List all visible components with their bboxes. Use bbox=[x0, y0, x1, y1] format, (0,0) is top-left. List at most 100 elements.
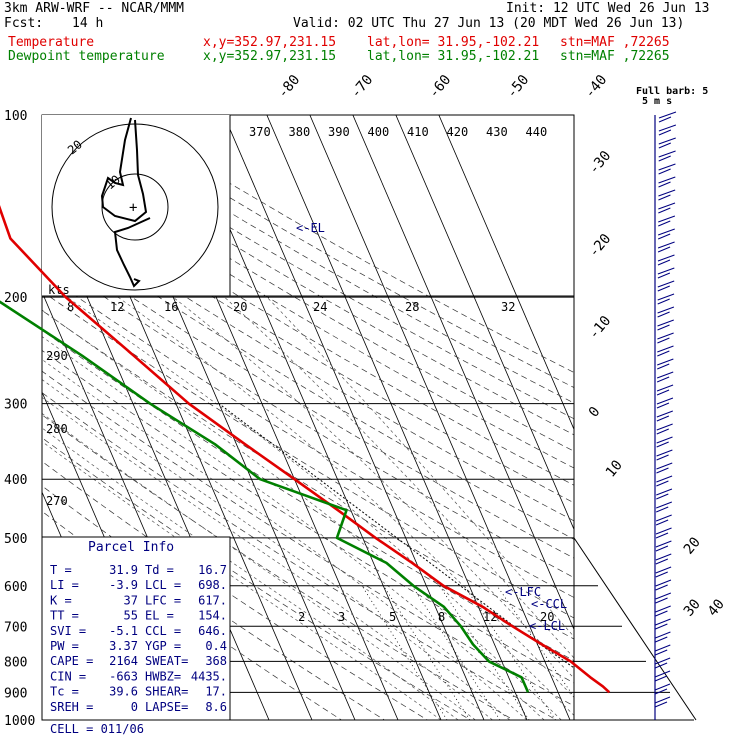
wind-barb bbox=[657, 306, 675, 318]
pressure-tick-label: 600 bbox=[4, 580, 27, 595]
wind-barb bbox=[656, 475, 673, 487]
latlon-green: lat,lon= 31.95,-102.21 bbox=[367, 49, 540, 64]
parcel-key: LFC = bbox=[145, 593, 181, 607]
parcel-value: 39.6 bbox=[109, 685, 138, 699]
station-red: stn=MAF ,72265 bbox=[560, 35, 670, 50]
wind-barb bbox=[656, 384, 674, 396]
parcel-key: Tc = bbox=[50, 685, 79, 699]
wind-barb bbox=[656, 410, 673, 422]
isotherm-label: -60 bbox=[426, 72, 455, 102]
wind-barb bbox=[655, 644, 671, 656]
pressure-tick-label: 500 bbox=[4, 532, 27, 547]
forecast-label: Fcst: bbox=[4, 16, 44, 31]
isotherm-label: 40 bbox=[705, 596, 728, 619]
temperature-legend: Temperature bbox=[8, 35, 95, 50]
parcel-value: 55 bbox=[124, 609, 138, 623]
pressure-tick-label: 200 bbox=[4, 291, 27, 306]
wind-barb bbox=[654, 657, 671, 669]
hodograph-speed-label: 12 bbox=[110, 300, 124, 314]
isotherm-label: -70 bbox=[348, 72, 377, 102]
isotherm-label: 10 bbox=[603, 457, 626, 480]
dry-adiabat-line bbox=[42, 123, 574, 436]
wind-barb bbox=[656, 397, 674, 409]
wind-barb bbox=[656, 423, 673, 435]
mixing-ratio-line bbox=[361, 585, 448, 720]
parcel-key: SWEAT= bbox=[145, 654, 188, 668]
moist-adiabat-line bbox=[172, 296, 574, 679]
parcel-key: CCL = bbox=[145, 624, 181, 638]
wind-barb bbox=[657, 345, 674, 357]
wind-barb bbox=[658, 163, 676, 175]
wind-barb bbox=[657, 293, 675, 305]
dry-adiabat-line bbox=[95, 115, 574, 388]
wind-barb bbox=[657, 228, 675, 240]
isotherm-line bbox=[438, 115, 574, 431]
wind-barb bbox=[655, 566, 672, 578]
level-annotation: <-CCL bbox=[531, 597, 567, 611]
isotherm-line bbox=[309, 115, 571, 720]
lower-frame-edge bbox=[573, 537, 697, 721]
wind-barb bbox=[655, 618, 671, 630]
parcel-key: LCL = bbox=[145, 578, 181, 592]
moist-adiabat-line bbox=[42, 396, 493, 720]
wind-barb bbox=[654, 683, 671, 695]
isotherm-label: -40 bbox=[582, 72, 611, 102]
wind-barb bbox=[658, 124, 677, 136]
wind-barb bbox=[658, 150, 676, 162]
parcel-key: LAPSE= bbox=[145, 700, 188, 714]
wind-barb bbox=[655, 605, 671, 617]
wind-barb bbox=[657, 254, 675, 266]
theta-label: 290 bbox=[46, 349, 68, 363]
hodograph-speed-label: 32 bbox=[501, 300, 515, 314]
wind-legend-line1: Full barb: 5 bbox=[636, 86, 708, 97]
parcel-value: -3.9 bbox=[109, 578, 138, 592]
wind-barb bbox=[658, 202, 676, 214]
forecast-hour: 14 h bbox=[72, 16, 104, 31]
parcel-value: 8.6 bbox=[205, 700, 227, 714]
wind-barb bbox=[657, 241, 675, 253]
wind-barb bbox=[656, 462, 673, 474]
parcel-key: K = bbox=[50, 593, 72, 607]
parcel-key: PW = bbox=[50, 639, 79, 653]
parcel-value: -5.1 bbox=[109, 624, 138, 638]
isotherm-label: -50 bbox=[504, 72, 533, 102]
wind-barb bbox=[658, 189, 676, 201]
dry-adiabat-line bbox=[42, 253, 574, 579]
theta-e-label: 430 bbox=[486, 125, 508, 139]
parcel-value: 0.4 bbox=[205, 639, 227, 653]
parcel-key: SVI = bbox=[50, 624, 86, 638]
dry-adiabat-line bbox=[42, 138, 574, 452]
dry-adiabat-line bbox=[42, 169, 574, 486]
parcel-cell: CELL = 011/06 bbox=[50, 722, 144, 736]
moist-adiabat-line bbox=[42, 359, 528, 720]
level-annotation: <-LFC bbox=[505, 585, 541, 599]
pressure-tick-label: 300 bbox=[4, 398, 27, 413]
level-annotation: <-EL bbox=[296, 221, 325, 235]
wind-barb bbox=[655, 579, 672, 591]
pressure-tick-label: 100 bbox=[4, 109, 27, 124]
hodograph-speed-label: 24 bbox=[313, 300, 327, 314]
isotherm-line bbox=[395, 115, 574, 531]
wind-barb bbox=[657, 319, 674, 331]
theta-e-label: 390 bbox=[328, 125, 350, 139]
wind-barb bbox=[658, 137, 676, 149]
parcel-key: HWBZ= bbox=[145, 669, 181, 683]
dewpoint-legend: Dewpoint temperature bbox=[8, 49, 165, 64]
hodograph-trace-lower bbox=[113, 217, 151, 288]
wind-barb bbox=[657, 358, 674, 370]
parcel-key: TT = bbox=[50, 609, 79, 623]
mixing-ratio-label: 3 bbox=[338, 610, 345, 624]
mixing-ratio-label: 20 bbox=[540, 610, 554, 624]
parcel-key: YGP = bbox=[145, 639, 181, 653]
theta-label: 280 bbox=[46, 422, 68, 436]
mixing-ratio-line bbox=[463, 585, 556, 720]
wind-barb bbox=[655, 540, 672, 552]
parcel-value: 154. bbox=[198, 609, 227, 623]
station-green: stn=MAF ,72265 bbox=[560, 49, 670, 64]
wind-barb bbox=[658, 215, 676, 227]
dewpoint-line bbox=[0, 300, 530, 693]
parcel-key: LI = bbox=[50, 578, 79, 592]
hodograph-center: + bbox=[129, 200, 137, 216]
